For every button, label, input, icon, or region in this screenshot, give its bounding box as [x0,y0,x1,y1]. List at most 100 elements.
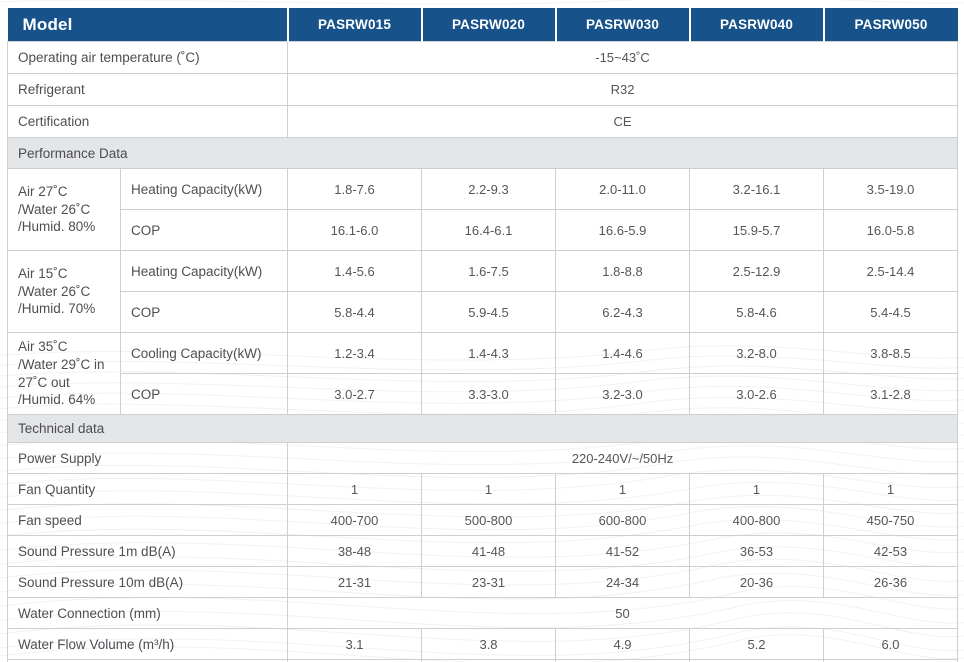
model-column-header: Model [7,8,288,42]
specification-table: Model PASRW015 PASRW020 PASRW030 PASRW04… [6,8,959,662]
table-row: COP 3.0-2.7 3.3-3.0 3.2-3.0 3.0-2.6 3.1-… [8,373,959,415]
section-title: Technical data [6,414,959,443]
spec-value: 3.2-16.1 [689,168,825,210]
spec-value: 20-36 [689,566,825,598]
spec-value: 1.8-7.6 [287,168,423,210]
metric-label: COP [119,209,289,251]
row-label: Sound Pressure 10m dB(A) [6,566,289,598]
model-header-pasrw015: PASRW015 [286,8,422,42]
spec-value: 15.9-5.7 [689,209,825,251]
spec-value: 3.0-2.7 [287,373,423,415]
table-row: Water Connection (mm) 50 [6,597,959,629]
spec-value: 3.2-8.0 [689,332,825,374]
spec-value: 1.6-7.5 [421,250,557,292]
metric-label: COP [119,373,289,415]
spec-value: 450-750 [823,504,959,536]
spec-value: 3.5-19.0 [823,168,959,210]
table-row: Fan Quantity 1 1 1 1 1 [6,473,959,505]
spec-value: 3.8 [421,628,557,660]
row-label: Fan speed [6,504,289,536]
spec-value: 42-53 [823,535,959,567]
spec-value: 2.5-14.4 [823,250,959,292]
spec-value: 16.6-5.9 [555,209,691,251]
table-row: Refrigerant R32 [6,73,959,106]
spec-value: 400-800 [689,504,825,536]
row-label: Fan Quantity [6,473,289,505]
spec-value: 16.1-6.0 [287,209,423,251]
metric-label: COP [119,291,289,333]
spec-value: 3.2-3.0 [555,373,691,415]
spec-value: 2.5-12.9 [689,250,825,292]
spec-value: 5 [823,659,959,662]
spec-value: 4.9 [555,628,691,660]
row-label: Water Flow Volume (m³/h) [6,628,289,660]
section-header-technical: Technical data [6,414,959,443]
spec-value: 1 [287,473,423,505]
metric-label: Heating Capacity(kW) [119,250,289,292]
table-row: Power Supply 220-240V/~/50Hz [6,442,959,474]
spec-value: 3.0-2.6 [689,373,825,415]
model-header-pasrw050: PASRW050 [822,8,958,42]
row-label: Water Pressure Drop (max) kPa [6,659,289,662]
spanned-value: 50 [287,597,959,629]
spec-value: 500-800 [421,504,557,536]
spec-value: 1 [689,473,825,505]
spanned-value: CE [287,105,959,138]
spec-value: 6.2-4.3 [555,291,691,333]
spec-value: 2.0-11.0 [555,168,691,210]
spec-value: 1.4-5.6 [287,250,423,292]
metric-label: Heating Capacity(kW) [119,168,289,210]
spec-value: 3.3-3.0 [421,373,557,415]
spec-value: 16.4-6.1 [421,209,557,251]
spanned-value: R32 [287,73,959,106]
spec-value: 2.2-9.3 [421,168,557,210]
spec-value: 3.1 [287,628,423,660]
spec-value: 1.4-4.6 [555,332,691,374]
spec-value: 26-36 [823,566,959,598]
spec-value: 23-31 [421,566,557,598]
spanned-value: -15~43˚C [287,41,959,74]
section-title: Performance Data [6,137,959,169]
spec-value: 36-53 [689,535,825,567]
table-row: Water Flow Volume (m³/h) 3.1 3.8 4.9 5.2… [6,628,959,660]
spec-value: 1.8-8.8 [555,250,691,292]
table-row: Air 15˚C /Water 26˚C /Humid. 70% Heating… [7,250,959,333]
row-label: Certification [6,105,289,138]
row-label: Power Supply [6,442,289,474]
spec-value: 6.0 [823,628,959,660]
spec-value: 3.1-2.8 [823,373,959,415]
spanned-value: 220-240V/~/50Hz [287,442,959,474]
table-row: Sound Pressure 1m dB(A) 38-48 41-48 41-5… [6,535,959,567]
section-header-performance: Performance Data [6,137,959,169]
spec-value: 5.8-4.6 [689,291,825,333]
table-row: COP 16.1-6.0 16.4-6.1 16.6-5.9 15.9-5.7 … [8,209,959,251]
table-row: COP 5.8-4.4 5.9-4.5 6.2-4.3 5.8-4.6 5.4-… [8,291,959,333]
spec-value: 24-34 [555,566,691,598]
row-label: Operating air temperature (˚C) [6,41,289,74]
spec-value: 5.4-4.5 [823,291,959,333]
spec-value: 1 [823,473,959,505]
table-row: Air 35˚C /Water 29˚C in 27˚C out /Humid.… [7,332,959,415]
row-label: Sound Pressure 1m dB(A) [6,535,289,567]
spec-value: 41-48 [421,535,557,567]
spec-value: 1.4-4.3 [421,332,557,374]
spec-value: 1 [421,473,557,505]
model-header-pasrw030: PASRW030 [554,8,690,42]
spec-value: 5.8-4.4 [287,291,423,333]
spec-value: 5.2 [689,628,825,660]
condition-label: Air 15˚C /Water 26˚C /Humid. 70% [7,250,121,333]
spec-value: 16.0-5.8 [823,209,959,251]
condition-label: Air 35˚C /Water 29˚C in 27˚C out /Humid.… [7,332,121,415]
spec-value: 38-48 [287,535,423,567]
spec-value: 3.8-8.5 [823,332,959,374]
table-row: Fan speed 400-700 500-800 600-800 400-80… [6,504,959,536]
table-row: Sound Pressure 10m dB(A) 21-31 23-31 24-… [6,566,959,598]
table-row: Air 27˚C /Water 26˚C /Humid. 80% Heating… [7,168,959,251]
spec-value: 400-700 [287,504,423,536]
spec-value: 1.2-3.4 [287,332,423,374]
spec-value: 41-52 [555,535,691,567]
row-label: Water Connection (mm) [6,597,289,629]
spec-value: 5.9-4.5 [421,291,557,333]
row-label: Refrigerant [6,73,289,106]
